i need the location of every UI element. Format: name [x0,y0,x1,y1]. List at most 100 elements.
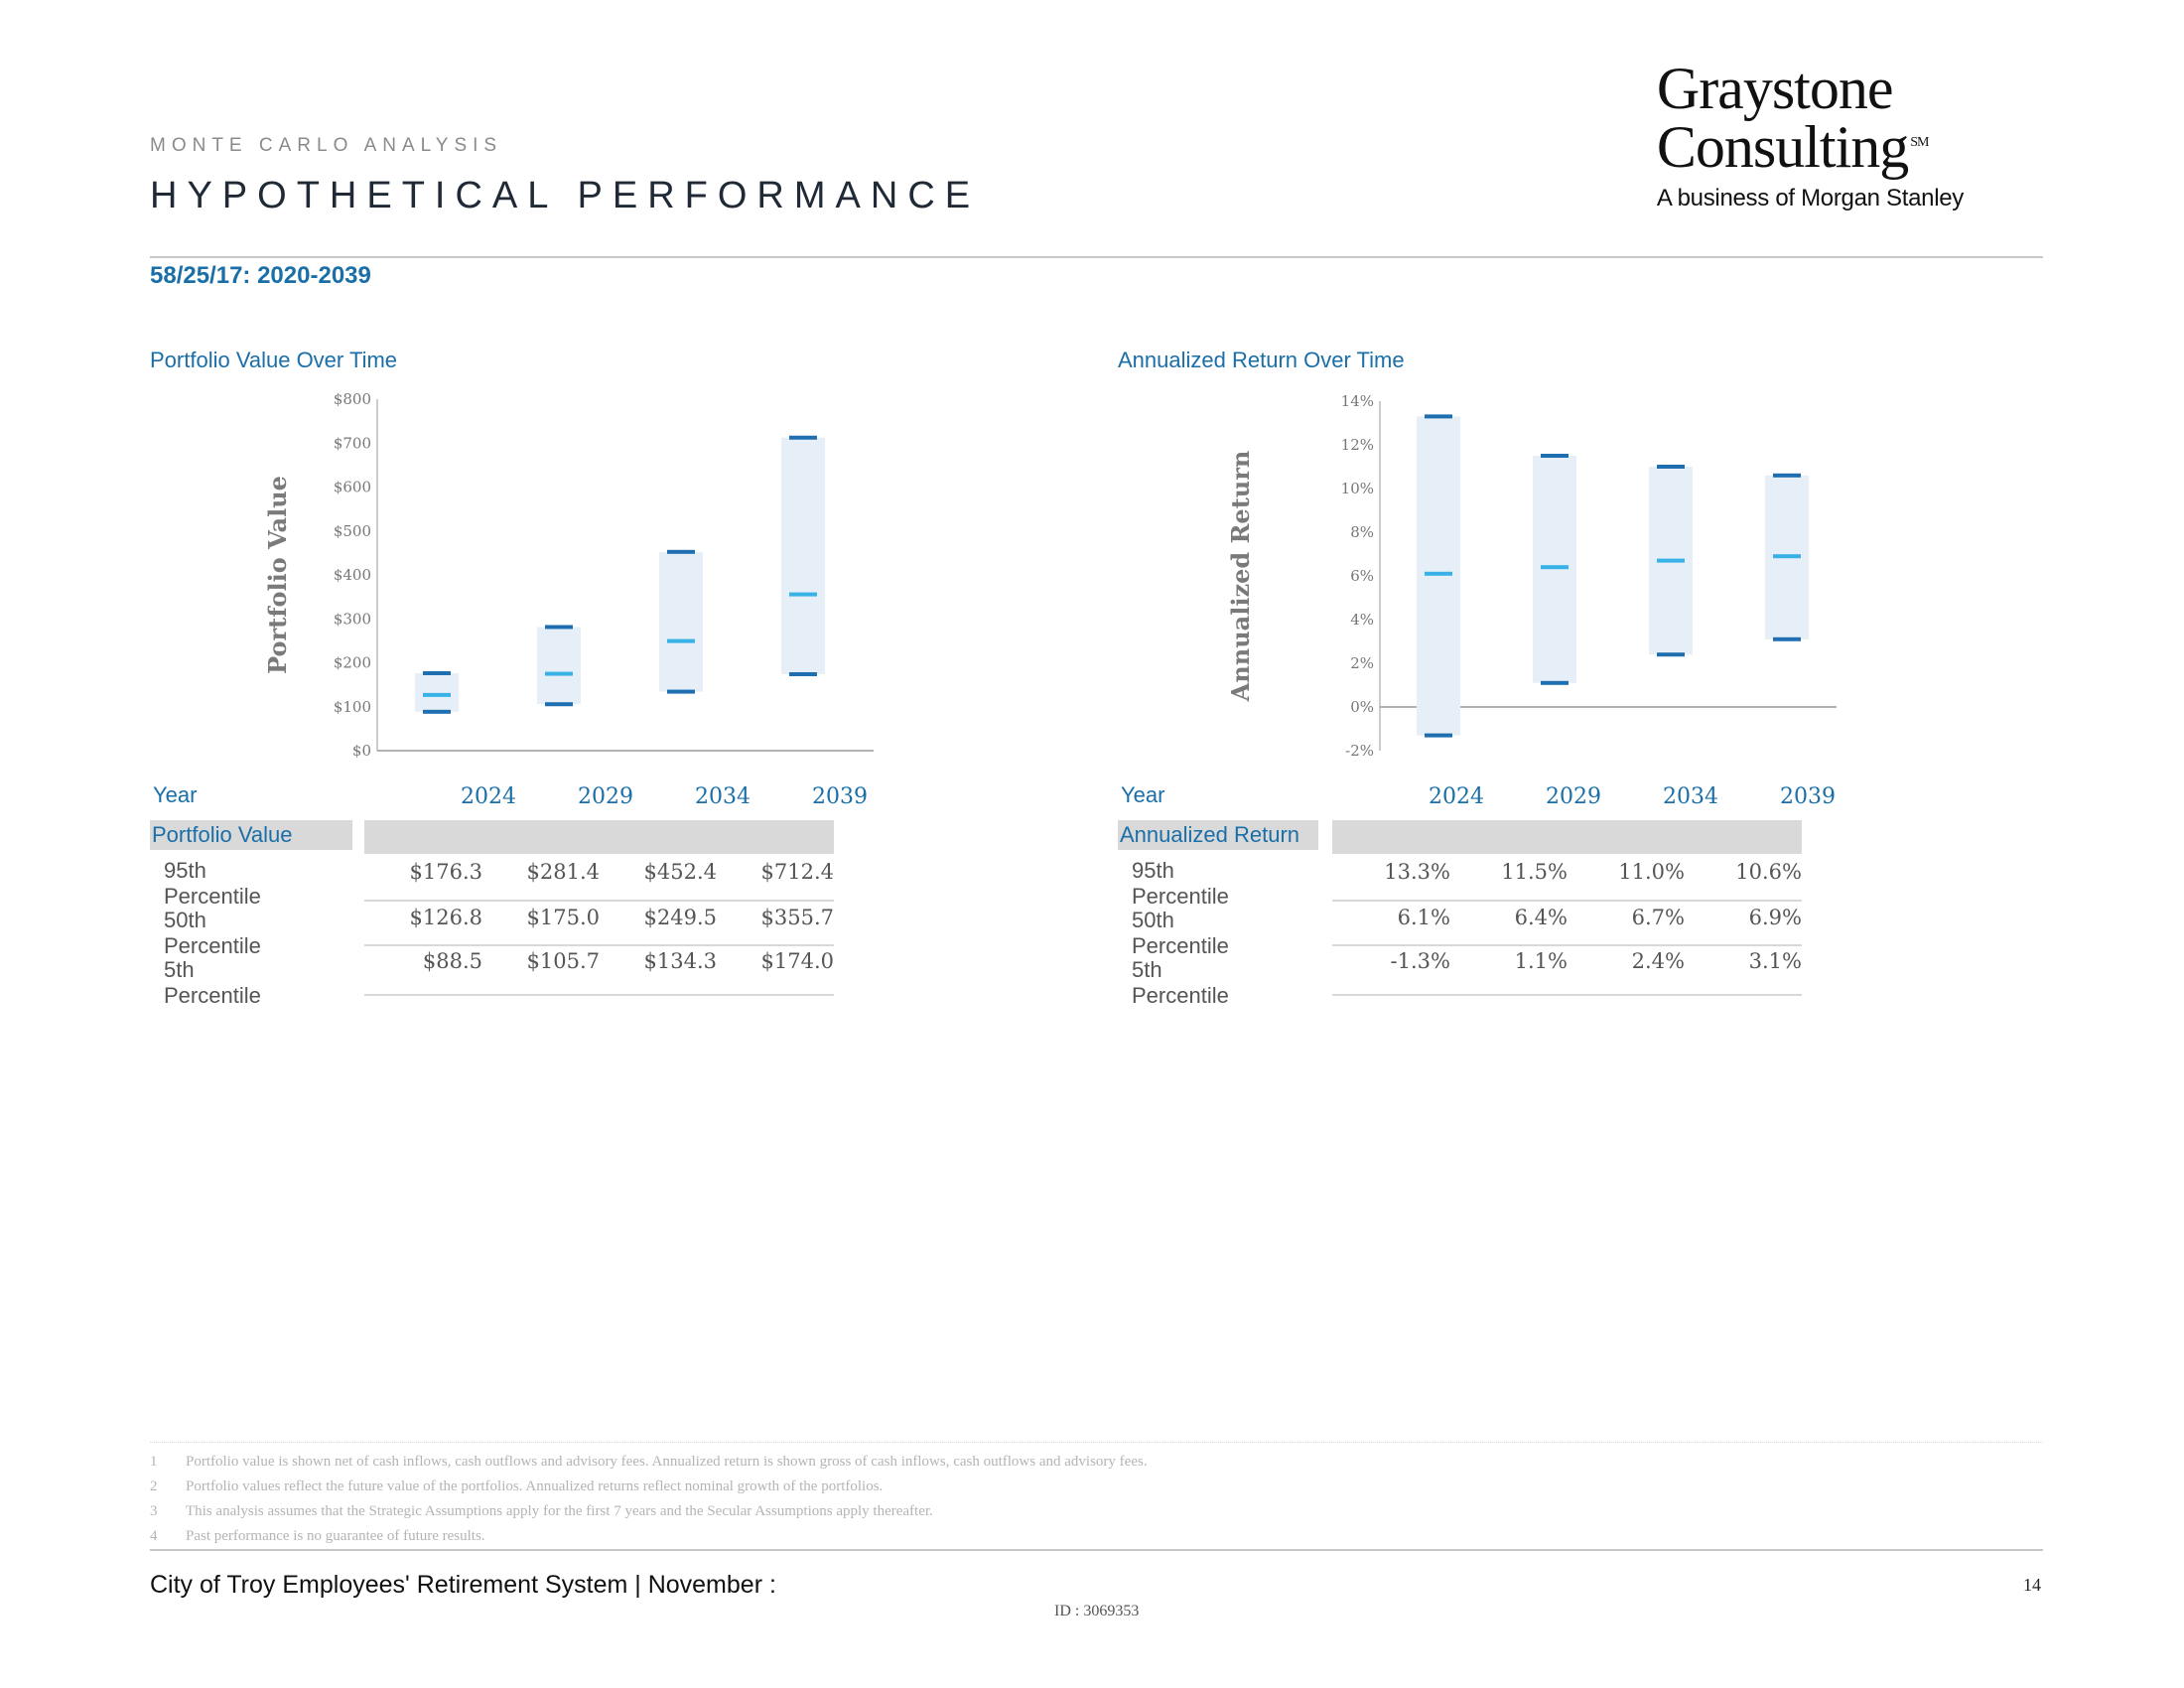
cell: $281.4 [526,860,600,884]
y-tick-label: $0 [352,742,371,760]
row-label-50: 50th Percentile [1132,908,1229,958]
year-header: 2034 [695,784,751,809]
p50-marker [1541,565,1569,570]
y-tick-label: 10% [1341,480,1374,497]
p50-marker [667,638,695,643]
right-chart-title: Annualized Return Over Time [1118,348,1405,372]
logo-line2: Consulting [1656,114,1909,180]
p95-marker [1773,473,1801,478]
cell: 3.1% [1748,949,1802,973]
p5-marker [1425,733,1452,738]
cell: 13.3% [1384,860,1450,884]
footnote-item: 4 Past performance is no guarantee of fut… [150,1528,485,1544]
p95-marker [1657,465,1685,469]
y-tick-label: $500 [334,522,371,540]
cell: $88.5 [422,949,482,973]
cell: $174.0 [760,949,834,973]
section-eyebrow: MONTE CARLO ANALYSIS [150,135,503,156]
year-header: 2029 [1546,784,1601,809]
cell: $712.4 [760,860,834,884]
year-header: 2024 [461,784,516,809]
cell: 11.0% [1618,860,1685,884]
cell: $452.4 [643,860,717,884]
annualized-return-chart: Annualized Return 14% 12% 10% 8% 6% 4% 2% 0% -2% [1226,392,1837,760]
cell: 10.6% [1735,860,1802,884]
cell: 6.9% [1748,906,1802,929]
range-band [537,627,581,705]
y-tick-label: 14% [1341,392,1374,410]
logo-tagline: A business of Morgan Stanley [1656,185,1964,211]
p50-marker [789,592,817,597]
p5-marker [667,689,695,694]
range-band [1533,456,1576,683]
y-tick-label: 0% [1350,698,1374,716]
cell: -1.3% [1390,949,1450,973]
cell: $134.3 [643,949,717,973]
p5-marker [789,672,817,677]
cell: $355.7 [760,906,834,929]
cell: $175.0 [526,906,600,929]
graystone-logo: Graystone Consulting SM A business of Mor… [1656,56,1964,212]
y-tick-label: 4% [1350,611,1374,629]
p95-marker [545,625,573,630]
footnotes: 1 Portfolio value is shown net of cash in… [150,1450,1148,1549]
row-divider [1332,994,1802,996]
left-chart-title: Portfolio Value Over Time [150,348,398,372]
footnote-item: 1 Portfolio value is shown net of cash in… [150,1454,1148,1470]
row-label-95: 95th Percentile [164,858,261,909]
row-label-5: 5th Percentile [164,957,261,1008]
p5-marker [423,709,451,714]
y-tick-label: $100 [334,698,371,716]
p50-marker [423,692,451,697]
p95-marker [423,670,451,675]
year-header: 2039 [1780,784,1836,809]
row-divider [364,994,834,996]
p5-marker [1657,652,1685,657]
portfolio-value-chart: Portfolio Value $800 $700 $600 $500 $400 $300 $… [263,390,874,760]
cell: 1.1% [1514,949,1568,973]
y-axis-label: Annualized Return [1226,451,1255,703]
p95-marker [1541,454,1569,458]
cell: 6.7% [1631,906,1685,929]
p50-marker [1657,558,1685,563]
y-tick-label: -2% [1345,742,1374,760]
y-tick-label: 6% [1350,567,1374,585]
y-tick-label: 2% [1350,654,1374,672]
section-band [364,820,834,854]
row-label-95: 95th Percentile [1132,858,1229,909]
y-tick-label: 12% [1341,436,1374,454]
scenario-label: 58/25/17: 2020-2039 [150,262,371,289]
y-tick-label: $800 [334,390,371,408]
range-band [659,551,703,692]
footer-rule [150,1549,2043,1551]
document-id: ID : 3069353 [1054,1603,1140,1619]
header-rule [150,256,2043,258]
y-axis-label: Portfolio Value [263,476,292,674]
p95-marker [1425,414,1452,419]
section-band [1332,820,1802,854]
client-name: City of Troy Employees' Retirement Syste… [150,1571,776,1599]
logo-line1: Graystone [1656,56,1894,121]
p95-marker [667,549,695,554]
row-divider [364,900,834,902]
footnote-item: 3 This analysis assumes that the Strategi… [150,1503,933,1519]
year-label: Year [1121,782,1165,807]
page-number: 14 [2023,1575,2041,1595]
y-tick-label: $700 [334,434,371,452]
page-title: HYPOTHETICAL PERFORMANCE [150,175,981,216]
year-label: Year [153,782,198,807]
p50-marker [545,671,573,676]
cell: $126.8 [409,906,482,929]
year-header: 2029 [578,784,633,809]
cell: 6.4% [1514,906,1568,929]
year-header: 2024 [1429,784,1484,809]
p5-marker [1773,636,1801,641]
footnote-item: 2 Portfolio values reflect the future val… [150,1478,884,1494]
y-tick-label: $400 [334,566,371,584]
cell: 11.5% [1501,860,1568,884]
row-divider [364,944,834,946]
year-header: 2039 [812,784,868,809]
footnote-divider [150,1442,2043,1443]
section-label: Annualized Return [1118,820,1318,850]
range-band [415,672,459,712]
